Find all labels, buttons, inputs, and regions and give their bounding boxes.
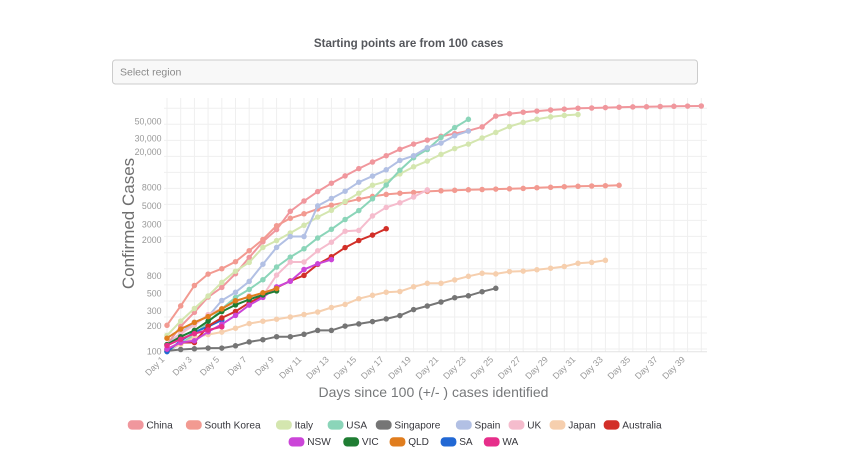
svg-text:SA: SA <box>459 437 473 448</box>
svg-text:NSW: NSW <box>307 437 331 448</box>
svg-text:VIC: VIC <box>362 437 379 448</box>
svg-text:WA: WA <box>502 437 518 448</box>
svg-text:Starting points are from 100 c: Starting points are from 100 cases <box>314 37 503 50</box>
svg-text:3000: 3000 <box>142 219 162 229</box>
svg-text:500: 500 <box>147 288 162 298</box>
svg-text:South Korea: South Korea <box>205 420 262 431</box>
svg-text:50,000: 50,000 <box>135 116 162 126</box>
svg-text:Japan: Japan <box>568 420 596 431</box>
svg-text:Italy: Italy <box>295 420 314 431</box>
svg-text:200: 200 <box>147 321 162 331</box>
svg-text:Confirmed Cases: Confirmed Cases <box>119 158 138 289</box>
svg-text:300: 300 <box>147 306 162 316</box>
svg-text:China: China <box>146 420 173 431</box>
svg-text:30,000: 30,000 <box>135 133 162 143</box>
svg-text:Australia: Australia <box>622 420 662 431</box>
svg-text:Singapore: Singapore <box>394 420 440 431</box>
svg-text:2000: 2000 <box>142 235 162 245</box>
svg-text:QLD: QLD <box>408 437 429 448</box>
svg-text:8000: 8000 <box>142 182 162 192</box>
svg-text:Spain: Spain <box>475 420 501 431</box>
svg-text:USA: USA <box>346 420 367 431</box>
svg-text:800: 800 <box>147 271 162 281</box>
svg-text:20,000: 20,000 <box>135 147 162 157</box>
svg-text:5000: 5000 <box>142 201 162 211</box>
svg-text:100: 100 <box>147 346 162 356</box>
svg-text:Days since 100 (+/- ) cases id: Days since 100 (+/- ) cases identified <box>319 384 549 400</box>
svg-text:UK: UK <box>527 420 541 431</box>
svg-text:Select region: Select region <box>120 67 181 79</box>
